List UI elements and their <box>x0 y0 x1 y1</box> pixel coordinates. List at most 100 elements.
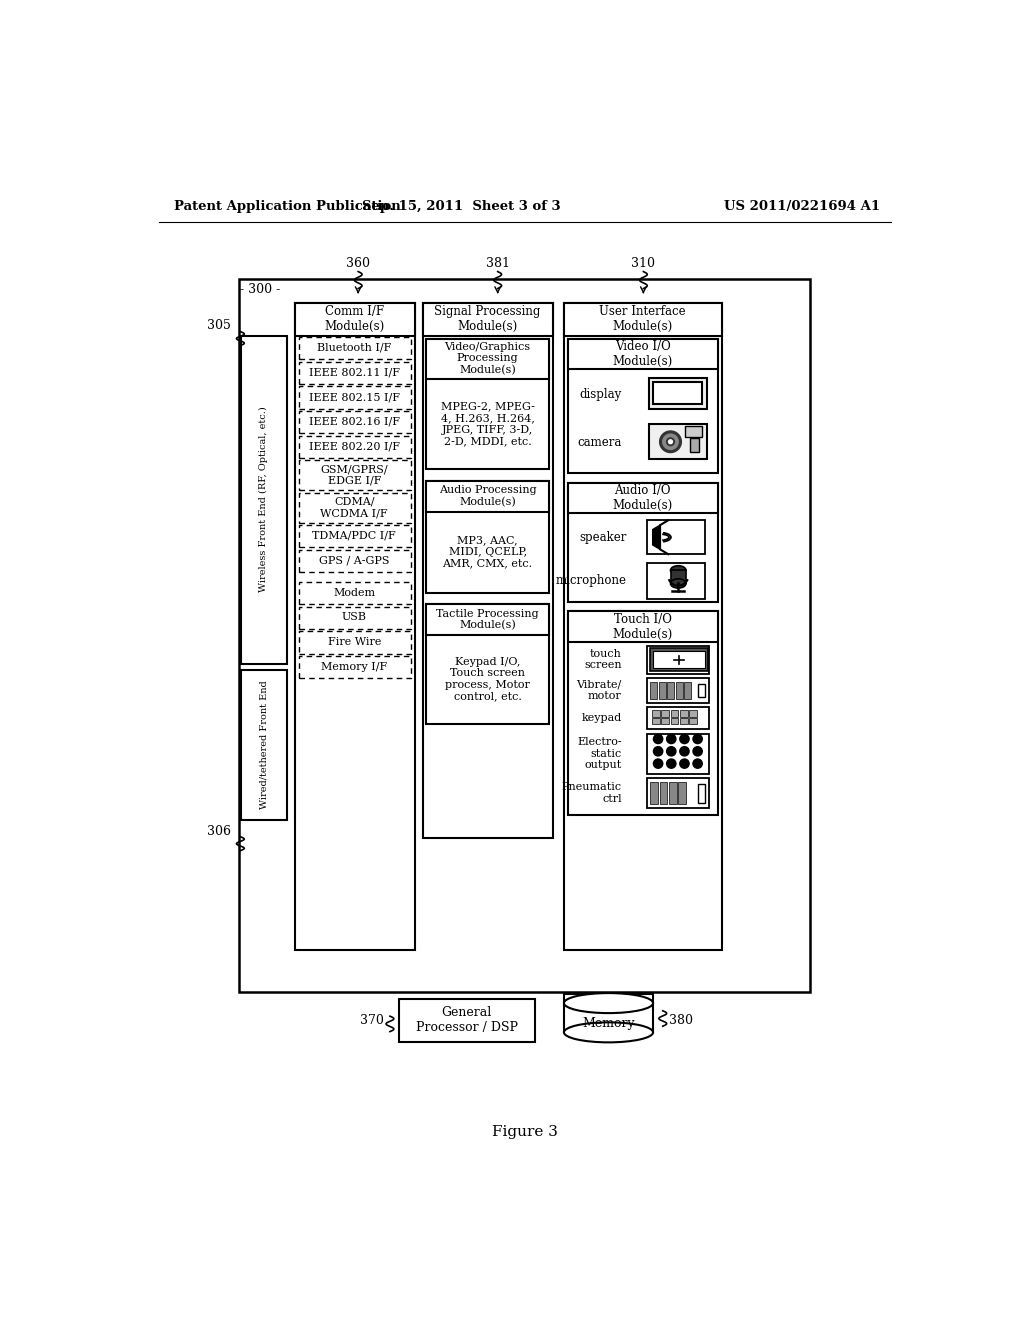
Bar <box>568 339 718 474</box>
Bar <box>299 582 411 605</box>
Bar <box>671 710 678 717</box>
Bar <box>423 304 553 838</box>
Bar <box>680 710 687 717</box>
Bar <box>647 734 710 774</box>
Bar <box>690 438 699 451</box>
Text: User Interface
Module(s): User Interface Module(s) <box>599 305 686 334</box>
Circle shape <box>663 434 678 449</box>
Text: Wired/tethered Front End: Wired/tethered Front End <box>259 680 268 809</box>
Text: Sep. 15, 2011  Sheet 3 of 3: Sep. 15, 2011 Sheet 3 of 3 <box>361 199 560 213</box>
Bar <box>563 304 722 335</box>
Bar <box>299 631 411 653</box>
Bar <box>662 718 669 725</box>
Text: US 2011/0221694 A1: US 2011/0221694 A1 <box>724 199 880 213</box>
Bar <box>426 605 549 723</box>
Bar <box>647 678 710 702</box>
Bar <box>652 718 659 725</box>
Bar <box>649 378 707 409</box>
Bar <box>647 708 710 729</box>
Text: camera: camera <box>578 436 622 449</box>
Bar <box>650 781 658 804</box>
Circle shape <box>667 734 676 743</box>
Bar <box>689 718 697 725</box>
Text: Fire Wire: Fire Wire <box>328 638 381 647</box>
Bar <box>239 280 810 991</box>
Bar <box>568 611 718 642</box>
Bar <box>650 682 657 700</box>
Text: - 300 -: - 300 - <box>241 282 281 296</box>
Bar <box>568 483 718 602</box>
Circle shape <box>667 438 675 446</box>
Bar <box>647 779 710 808</box>
Text: IEEE 802.16 I/F: IEEE 802.16 I/F <box>309 417 399 426</box>
Circle shape <box>680 747 689 756</box>
Text: MP3, AAC,
MIDI, QCELP,
AMR, CMX, etc.: MP3, AAC, MIDI, QCELP, AMR, CMX, etc. <box>442 536 532 569</box>
Bar <box>676 682 683 700</box>
Circle shape <box>653 759 663 768</box>
Bar <box>299 461 411 490</box>
Text: IEEE 802.20 I/F: IEEE 802.20 I/F <box>309 441 399 451</box>
Polygon shape <box>652 525 660 549</box>
Bar <box>299 549 411 572</box>
Text: Signal Processing
Module(s): Signal Processing Module(s) <box>434 305 541 334</box>
Bar <box>650 648 709 671</box>
Text: Wireless Front End (RF, Optical, etc.): Wireless Front End (RF, Optical, etc.) <box>259 407 268 593</box>
Circle shape <box>680 734 689 743</box>
Text: 380: 380 <box>669 1014 693 1027</box>
Text: 310: 310 <box>632 257 655 271</box>
Bar <box>299 607 411 628</box>
Circle shape <box>653 734 663 743</box>
Bar <box>669 781 677 804</box>
Bar <box>647 645 710 673</box>
Circle shape <box>667 747 676 756</box>
Bar <box>697 784 706 803</box>
Bar <box>564 994 653 1032</box>
Text: Audio Processing
Module(s): Audio Processing Module(s) <box>439 486 537 507</box>
Bar <box>568 339 718 370</box>
Text: 360: 360 <box>346 257 370 271</box>
Text: Video I/O
Module(s): Video I/O Module(s) <box>612 341 673 368</box>
Ellipse shape <box>564 993 653 1014</box>
Text: microphone: microphone <box>556 574 627 587</box>
Text: Vibrate/
motor: Vibrate/ motor <box>577 680 622 701</box>
Bar <box>689 710 697 717</box>
Bar <box>680 718 687 725</box>
Text: IEEE 802.11 I/F: IEEE 802.11 I/F <box>309 367 399 378</box>
Circle shape <box>693 747 702 756</box>
Bar <box>299 436 411 458</box>
Text: Touch I/O
Module(s): Touch I/O Module(s) <box>612 612 673 640</box>
Circle shape <box>659 430 681 453</box>
Bar <box>658 682 666 700</box>
Text: Figure 3: Figure 3 <box>492 1126 558 1139</box>
Bar <box>649 424 707 459</box>
Bar <box>241 669 287 820</box>
Text: Tactile Processing
Module(s): Tactile Processing Module(s) <box>436 609 539 631</box>
Bar <box>563 304 722 950</box>
Text: USB: USB <box>342 612 367 622</box>
Bar <box>295 304 415 335</box>
Ellipse shape <box>564 1022 653 1043</box>
Text: Video/Graphics
Processing
Module(s): Video/Graphics Processing Module(s) <box>444 342 530 375</box>
Bar <box>299 362 411 384</box>
Circle shape <box>653 747 663 756</box>
Bar <box>568 483 718 513</box>
Text: Comm I/F
Module(s): Comm I/F Module(s) <box>325 305 384 334</box>
Text: Keypad I/O,
Touch screen
process, Motor
control, etc.: Keypad I/O, Touch screen process, Motor … <box>445 656 530 701</box>
Bar <box>399 999 535 1041</box>
Bar <box>671 570 686 583</box>
Circle shape <box>667 759 676 768</box>
Text: keypad: keypad <box>582 713 622 723</box>
Text: MPEG-2, MPEG-
4, H.263, H.264,
JPEG, TIFF, 3-D,
2-D, MDDI, etc.: MPEG-2, MPEG- 4, H.263, H.264, JPEG, TIF… <box>440 401 535 446</box>
Bar <box>299 387 411 409</box>
Bar <box>426 339 549 379</box>
Bar <box>653 383 702 404</box>
Text: GPS / A-GPS: GPS / A-GPS <box>319 556 389 565</box>
Bar <box>299 411 411 433</box>
Text: IEEE 802.15 I/F: IEEE 802.15 I/F <box>309 392 399 403</box>
Bar <box>653 651 706 668</box>
Ellipse shape <box>671 566 686 576</box>
Text: 370: 370 <box>359 1014 384 1027</box>
Bar <box>426 605 549 635</box>
Circle shape <box>669 440 673 444</box>
Bar <box>697 684 706 697</box>
